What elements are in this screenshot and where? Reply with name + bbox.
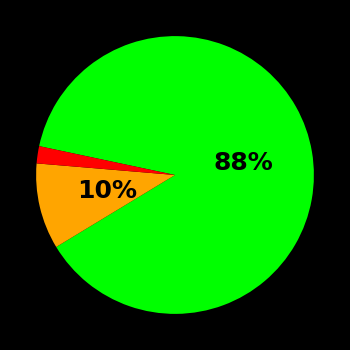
Wedge shape: [37, 146, 175, 175]
Wedge shape: [36, 163, 175, 247]
Wedge shape: [39, 36, 314, 314]
Text: 88%: 88%: [214, 152, 273, 175]
Text: 10%: 10%: [77, 179, 138, 203]
